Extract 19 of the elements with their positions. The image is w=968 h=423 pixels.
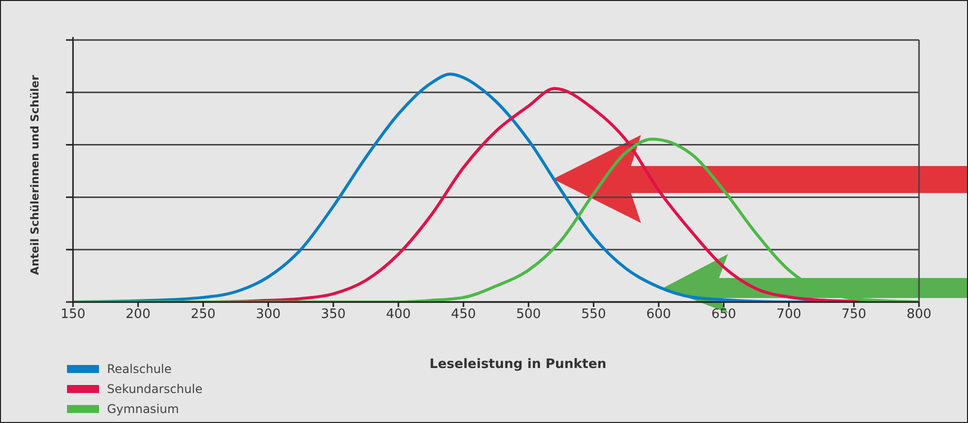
legend-label: Realschule	[107, 362, 172, 376]
x-tick-label: 500	[516, 307, 541, 322]
x-tick-label: 300	[256, 307, 281, 322]
x-tick-label: 400	[386, 307, 411, 322]
x-axis-title: Leseleistung in Punkten	[430, 357, 606, 372]
x-tick-label: 600	[646, 307, 672, 322]
x-tick-label: 550	[581, 307, 606, 322]
x-tick-label: 200	[126, 307, 150, 322]
x-tick-label: 700	[776, 307, 802, 322]
x-tick-label: 350	[320, 307, 346, 322]
x-tick-label: 800	[906, 307, 932, 322]
x-tick-label: 650	[711, 307, 736, 322]
legend-label: Gymnasium	[107, 402, 179, 416]
x-tick-label: 250	[190, 307, 216, 322]
y-axis-title: Anteil Schülerinnen und Schüler	[28, 75, 42, 275]
x-tick-label: 150	[60, 307, 86, 322]
x-tick-label: 450	[451, 307, 476, 322]
legend-label: Sekundarschule	[107, 382, 202, 396]
x-tick-label: 750	[842, 307, 866, 322]
